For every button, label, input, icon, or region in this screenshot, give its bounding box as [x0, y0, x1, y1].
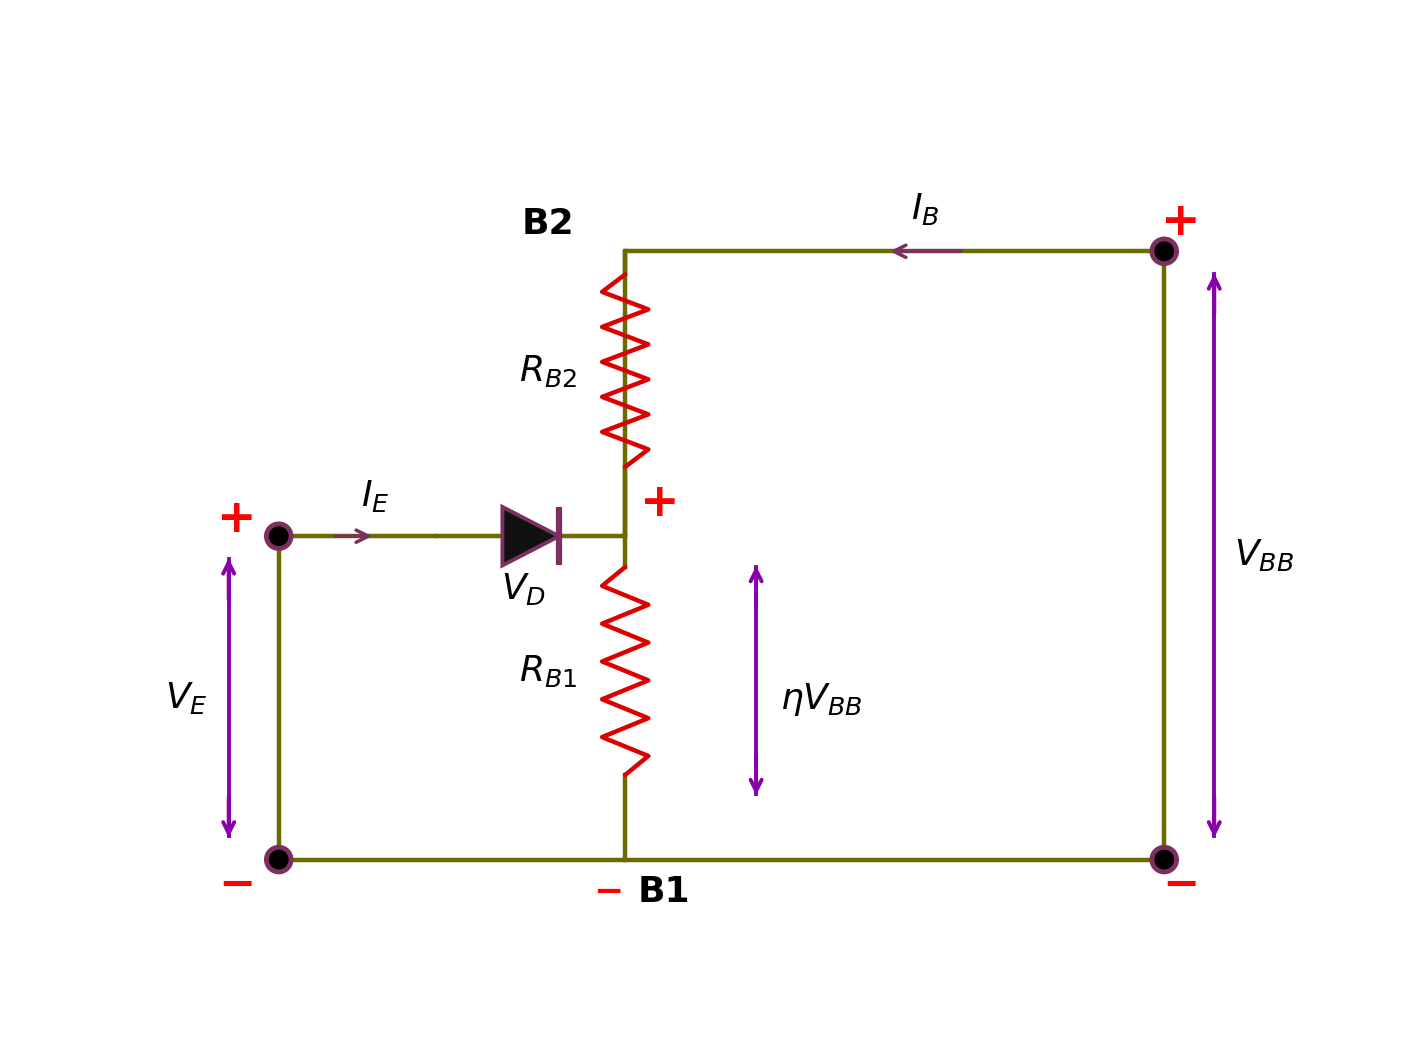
Circle shape	[266, 524, 291, 549]
Text: $V_{BB}$: $V_{BB}$	[1234, 538, 1295, 573]
Text: $I_E$: $I_E$	[360, 479, 389, 515]
Polygon shape	[503, 507, 559, 566]
Text: $V_D$: $V_D$	[500, 571, 545, 607]
Circle shape	[1152, 848, 1177, 872]
Text: $I_B$: $I_B$	[911, 191, 940, 227]
Text: B2: B2	[523, 207, 574, 241]
Text: +: +	[217, 497, 256, 542]
Text: −: −	[1163, 863, 1199, 906]
Text: +: +	[640, 482, 679, 526]
Text: B1: B1	[637, 875, 691, 909]
Text: $R_{B1}$: $R_{B1}$	[520, 653, 577, 689]
Circle shape	[266, 848, 291, 872]
Text: −: −	[593, 875, 623, 909]
Text: $\eta V_{BB}$: $\eta V_{BB}$	[780, 681, 863, 718]
Text: $R_{B2}$: $R_{B2}$	[520, 352, 577, 388]
Circle shape	[1152, 239, 1177, 263]
Text: −: −	[217, 863, 255, 906]
Text: $V_E$: $V_E$	[165, 680, 207, 716]
Text: +: +	[1161, 199, 1201, 244]
